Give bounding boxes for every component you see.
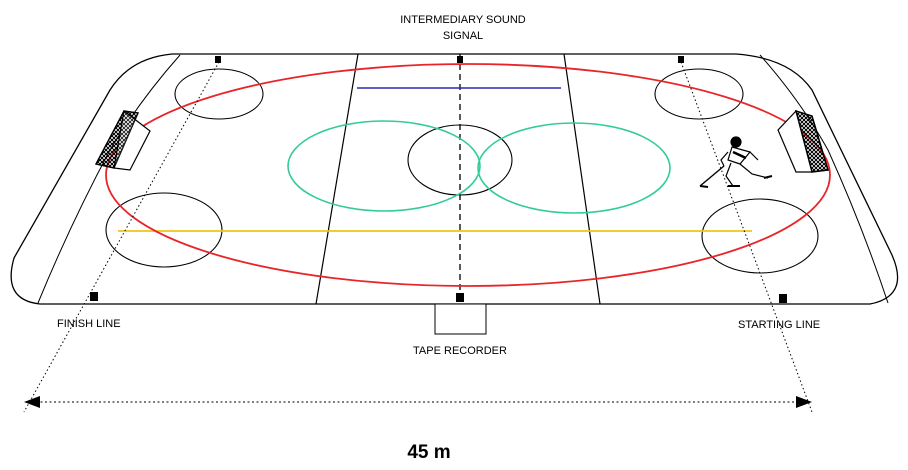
right-teal-circle [477,122,671,214]
top-right-faceoff-circle [654,68,744,120]
distance-arrow [24,396,812,408]
hockey-player-icon [699,136,773,188]
speaker-marker-icon [678,56,684,63]
left-blue-line [315,53,359,305]
speaker-marker-icon [90,292,98,301]
tape-recorder-box [434,303,487,335]
red-skating-path [105,63,831,287]
rink-boards [10,53,899,305]
right-goal-icon [777,109,829,173]
starting-line-label: STARTING LINE [738,319,820,331]
bottom-right-faceoff-circle [701,198,819,274]
tape-recorder-label: TAPE RECORDER [413,345,507,357]
finish-dotted-line [23,61,220,413]
intermediary-sound-label-line1: INTERMEDIARY SOUND [400,14,526,26]
speaker-marker-icon [456,293,464,302]
left-goal-icon [94,109,151,171]
right-inner-curve [759,54,889,304]
top-left-faceoff-circle [174,68,264,120]
distance-label: 45 m [407,442,450,463]
finish-line-label: FINISH LINE [57,318,121,330]
speaker-marker-icon [457,56,463,63]
speaker-marker-icon [779,294,787,303]
bottom-left-faceoff-circle [105,192,223,268]
speaker-marker-icon [215,56,221,63]
intermediary-sound-label-line2: SIGNAL [443,30,483,42]
right-blue-line [563,53,601,305]
left-teal-circle [287,120,481,212]
center-faceoff-circle [407,124,513,196]
